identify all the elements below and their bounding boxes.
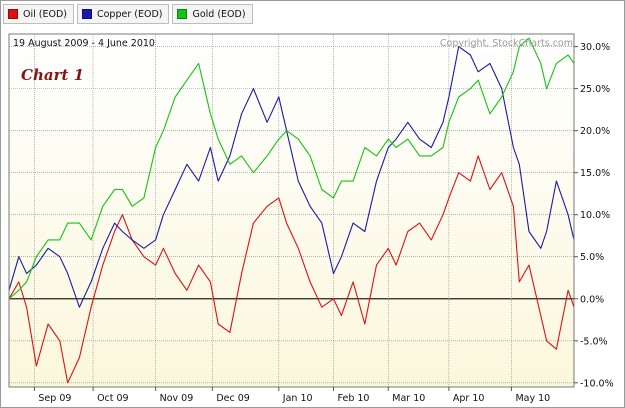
legend-label-gold: Gold (EOD): [192, 8, 246, 20]
series-line-gold: [8, 37, 575, 300]
series-line-copper: [8, 46, 575, 308]
date-range-text: 19 August 2009 - 4 June 2010: [13, 38, 155, 49]
legend-swatch-oil: [8, 9, 18, 19]
x-tick-label: Mar 10: [392, 393, 425, 404]
x-tick-label: Nov 09: [160, 393, 194, 404]
x-tick-label: Apr 10: [453, 393, 485, 404]
series-line-oil: [8, 155, 575, 384]
grid-layer: [9, 34, 574, 387]
x-tick-label: Dec 09: [216, 393, 250, 404]
y-tick-label: 30.0%: [580, 42, 610, 53]
plot-area: [9, 34, 574, 387]
legend-item-copper[interactable]: Copper (EOD): [76, 4, 170, 24]
legend-item-gold[interactable]: Gold (EOD): [172, 4, 253, 24]
y-tick-label: 25.0%: [580, 84, 610, 95]
legend-label-oil: Oil (EOD): [23, 8, 67, 20]
plot-border: [8, 33, 575, 388]
legend-swatch-gold: [177, 9, 188, 19]
legend-item-oil[interactable]: Oil (EOD): [3, 4, 74, 24]
y-tick-label: -10.0%: [580, 378, 614, 389]
series-layer: [8, 37, 575, 384]
chart-label: Chart 1: [21, 66, 84, 84]
x-tick-label: Jan 10: [282, 393, 313, 404]
legend: Oil (EOD) Copper (EOD) Gold (EOD): [3, 4, 253, 24]
copyright-text: Copyright, StockCharts.com: [440, 38, 573, 49]
axis-layer: -10.0% -5.0% 0.0% 5.0% 10.0% 15.0% 20.0% 25.0% 3…: [33, 42, 614, 404]
x-tick-label: Sep 09: [38, 393, 71, 404]
x-tick-label: May 10: [515, 393, 550, 404]
x-tick-label: Feb 10: [338, 393, 370, 404]
y-tick-label: 0.0%: [580, 294, 604, 305]
y-tick-label: 5.0%: [580, 252, 604, 263]
y-tick-label: 20.0%: [580, 126, 610, 137]
y-tick-label: 10.0%: [580, 210, 610, 221]
y-tick-label: -5.0%: [580, 336, 608, 347]
x-tick-label: Oct 09: [97, 393, 129, 404]
y-tick-label: 15.0%: [580, 168, 610, 179]
legend-label-copper: Copper (EOD): [96, 8, 163, 20]
legend-swatch-copper: [81, 9, 92, 19]
